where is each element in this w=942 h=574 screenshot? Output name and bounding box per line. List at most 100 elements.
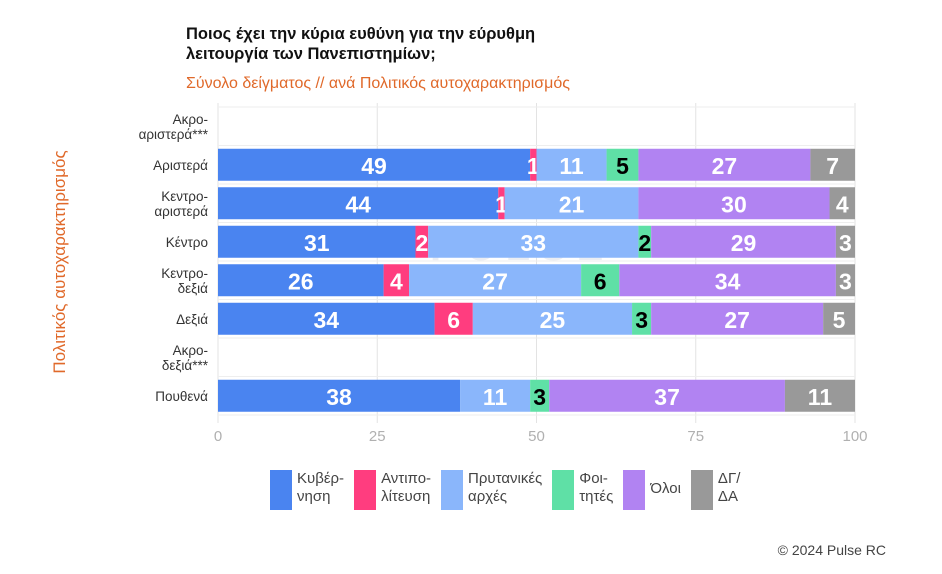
bar-segment bbox=[409, 264, 582, 297]
category-label: Πουθενά bbox=[155, 389, 208, 404]
data-label: 11 bbox=[808, 384, 833, 410]
data-label: 4 bbox=[836, 191, 849, 217]
data-label: 3 bbox=[839, 230, 852, 256]
legend-label: Πρυτανικές αρχές bbox=[468, 470, 543, 505]
data-label: 11 bbox=[559, 153, 584, 179]
data-label: 2 bbox=[638, 230, 651, 256]
legend-swatch bbox=[623, 470, 646, 510]
bar-segment bbox=[823, 302, 855, 335]
data-label: 7 bbox=[826, 153, 839, 179]
chart-subtitle: Σύνολο δείγματος // ανά Πολιτικός αυτοχα… bbox=[186, 75, 570, 92]
x-tick-label: 100 bbox=[842, 428, 867, 445]
data-label: 29 bbox=[731, 230, 757, 256]
copyright: © 2024 Pulse RC bbox=[777, 542, 886, 558]
bar-segment bbox=[218, 264, 384, 297]
bar-segment bbox=[530, 379, 550, 412]
bar-segment bbox=[218, 225, 416, 258]
category-label: Αριστερά bbox=[153, 158, 208, 173]
bar-segment bbox=[619, 264, 836, 297]
bar-segment bbox=[835, 264, 855, 297]
bar-segment bbox=[218, 302, 435, 335]
data-label: 3 bbox=[635, 307, 648, 333]
category-label: Ακρο-αριστερά*** bbox=[139, 112, 209, 142]
data-label: 34 bbox=[715, 268, 741, 294]
bar-segment bbox=[218, 148, 531, 181]
bar-segment bbox=[498, 187, 505, 220]
legend-item: Όλοι bbox=[623, 470, 681, 510]
legend-item: Κυβέρ- νηση bbox=[270, 470, 344, 510]
x-tick-label: 75 bbox=[687, 428, 704, 445]
legend-item: ΔΓ/ ΔΑ bbox=[690, 470, 741, 510]
data-label: 26 bbox=[288, 268, 314, 294]
bar-segment bbox=[383, 264, 410, 297]
legend-label: Κυβέρ- νηση bbox=[297, 470, 345, 505]
x-tick-label: 25 bbox=[369, 428, 386, 445]
legend-item: Πρυτανικές αρχές bbox=[441, 470, 542, 510]
legend-label: Φοι- τητές bbox=[579, 470, 614, 505]
bar-segment bbox=[632, 302, 652, 335]
bar-segment bbox=[460, 379, 531, 412]
data-label: 5 bbox=[833, 307, 846, 333]
data-label: 5 bbox=[616, 153, 629, 179]
bar-segment bbox=[218, 379, 461, 412]
legend: Κυβέρ- νηση Αντιπο- λίτευση Πρυτανικές αρχ… bbox=[270, 470, 750, 510]
data-label: 25 bbox=[540, 307, 566, 333]
legend-item: Αντιπο- λίτευση bbox=[354, 470, 431, 510]
data-label: 33 bbox=[521, 230, 547, 256]
bar-segment bbox=[530, 148, 537, 181]
data-label: 37 bbox=[654, 384, 680, 410]
legend-label: Όλοι bbox=[650, 480, 681, 497]
bar-segment bbox=[638, 187, 830, 220]
bar-segment bbox=[810, 148, 855, 181]
bar-segment bbox=[638, 225, 652, 258]
data-label: 49 bbox=[361, 153, 387, 179]
data-label: 11 bbox=[483, 384, 508, 410]
data-label: 30 bbox=[721, 191, 747, 217]
data-label: 6 bbox=[447, 307, 460, 333]
bar-segment bbox=[218, 187, 499, 220]
data-label: 27 bbox=[712, 153, 738, 179]
chart-title-line-1: Ποιος έχει την κύρια ευθύνη για την εύρυ… bbox=[186, 25, 536, 43]
category-label: Κεντρο-δεξιά bbox=[161, 266, 208, 296]
chart-title: Ποιος έχει την κύρια ευθύνη για την εύρυ… bbox=[186, 24, 666, 64]
bar-segment bbox=[829, 187, 855, 220]
legend-label: ΔΓ/ ΔΑ bbox=[717, 470, 741, 505]
chart-title-line-2: λειτουργία των Πανεπιστημίων; bbox=[186, 45, 436, 63]
bar-segment bbox=[434, 302, 473, 335]
legend-label: Αντιπο- λίτευση bbox=[381, 470, 432, 505]
data-label: 4 bbox=[390, 268, 403, 294]
data-label: 38 bbox=[326, 384, 352, 410]
data-label: 2 bbox=[415, 230, 428, 256]
bar-segment bbox=[428, 225, 639, 258]
bar-segment bbox=[536, 148, 607, 181]
bar-segment bbox=[835, 225, 855, 258]
data-label: 6 bbox=[594, 268, 607, 294]
bar-segment bbox=[549, 379, 785, 412]
legend-swatch bbox=[354, 470, 377, 510]
data-label: 44 bbox=[345, 191, 371, 217]
category-label: Ακρο-δεξιά*** bbox=[162, 343, 209, 373]
data-label: 27 bbox=[482, 268, 508, 294]
bar-segment bbox=[606, 148, 639, 181]
bar-segment bbox=[638, 148, 811, 181]
bar-segment bbox=[784, 379, 855, 412]
category-label: Δεξιά bbox=[176, 312, 208, 327]
data-label: 34 bbox=[313, 307, 339, 333]
bar-segment bbox=[651, 302, 824, 335]
category-label: Κέντρο bbox=[166, 235, 208, 250]
bar-segment bbox=[472, 302, 633, 335]
legend-swatch bbox=[690, 470, 713, 510]
data-label: 27 bbox=[724, 307, 750, 333]
legend-item: Φοι- τητές bbox=[552, 470, 613, 510]
bar-segment bbox=[651, 225, 836, 258]
bar-segment bbox=[504, 187, 639, 220]
data-label: 3 bbox=[533, 384, 546, 410]
data-label: 31 bbox=[304, 230, 330, 256]
data-label: 3 bbox=[839, 268, 852, 294]
category-label: Κεντρο-αριστερά bbox=[154, 189, 208, 219]
legend-swatch bbox=[441, 470, 464, 510]
legend-swatch bbox=[270, 470, 292, 510]
x-tick-label: 50 bbox=[528, 428, 545, 445]
bar-segment bbox=[581, 264, 620, 297]
